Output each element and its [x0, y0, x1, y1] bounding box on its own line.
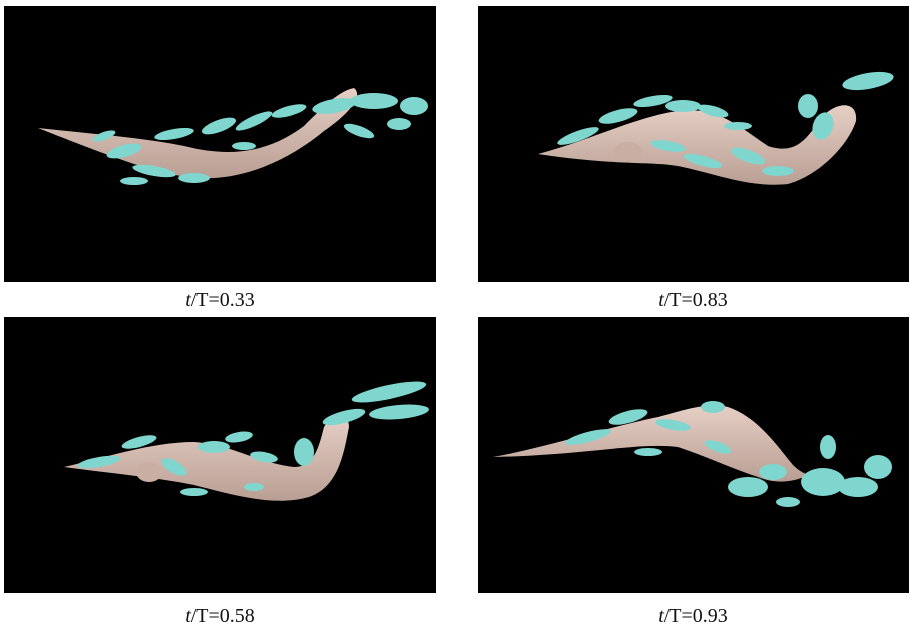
caption-t033: t/T=0.33 [70, 289, 370, 312]
caption-t093: t/T=0.93 [543, 605, 843, 628]
simulation-image-t093 [478, 317, 909, 593]
caption-t-symbol: t [658, 605, 664, 627]
vortex-structures [92, 93, 428, 185]
caption-t083: t/T=0.83 [543, 289, 843, 312]
simulation-image-t058 [4, 317, 436, 593]
swimmer-head [614, 142, 642, 160]
caption-value: /T=0.93 [663, 605, 728, 627]
simulation-image-t033 [4, 6, 436, 282]
caption-value: /T=0.33 [190, 289, 255, 311]
vortex-structures [77, 381, 429, 496]
swimmer-head [136, 462, 162, 482]
caption-value: /T=0.58 [190, 605, 255, 627]
caption-value: /T=0.83 [663, 289, 728, 311]
swimmer-body [64, 415, 349, 501]
vortex-structures [564, 401, 892, 507]
vortex-structures [557, 71, 894, 176]
swimmer-body [493, 405, 813, 482]
simulation-image-t083 [478, 6, 909, 282]
caption-t058: t/T=0.58 [70, 605, 370, 628]
caption-t-symbol: t [185, 605, 191, 627]
caption-t-symbol: t [658, 289, 664, 311]
caption-t-symbol: t [185, 289, 191, 311]
swimmer-body [38, 88, 358, 179]
swimmer-body [538, 105, 857, 185]
